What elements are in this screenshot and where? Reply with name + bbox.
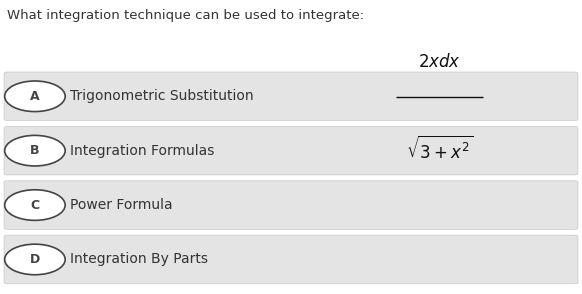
Text: $2xdx$: $2xdx$	[418, 53, 461, 71]
FancyBboxPatch shape	[4, 72, 578, 121]
Text: Power Formula: Power Formula	[70, 198, 172, 212]
Text: What integration technique can be used to integrate:: What integration technique can be used t…	[7, 9, 364, 22]
Text: C: C	[30, 198, 40, 212]
Text: B: B	[30, 144, 40, 157]
Text: Trigonometric Substitution: Trigonometric Substitution	[70, 89, 254, 103]
FancyBboxPatch shape	[4, 235, 578, 284]
Circle shape	[5, 81, 65, 112]
Text: D: D	[30, 253, 40, 266]
FancyBboxPatch shape	[4, 126, 578, 175]
Text: Integration Formulas: Integration Formulas	[70, 144, 214, 158]
Text: A: A	[30, 90, 40, 103]
Text: Integration By Parts: Integration By Parts	[70, 253, 208, 266]
Circle shape	[5, 135, 65, 166]
Circle shape	[5, 190, 65, 220]
Text: $\sqrt{3+x^2}$: $\sqrt{3+x^2}$	[406, 135, 473, 163]
Circle shape	[5, 244, 65, 275]
FancyBboxPatch shape	[4, 181, 578, 229]
